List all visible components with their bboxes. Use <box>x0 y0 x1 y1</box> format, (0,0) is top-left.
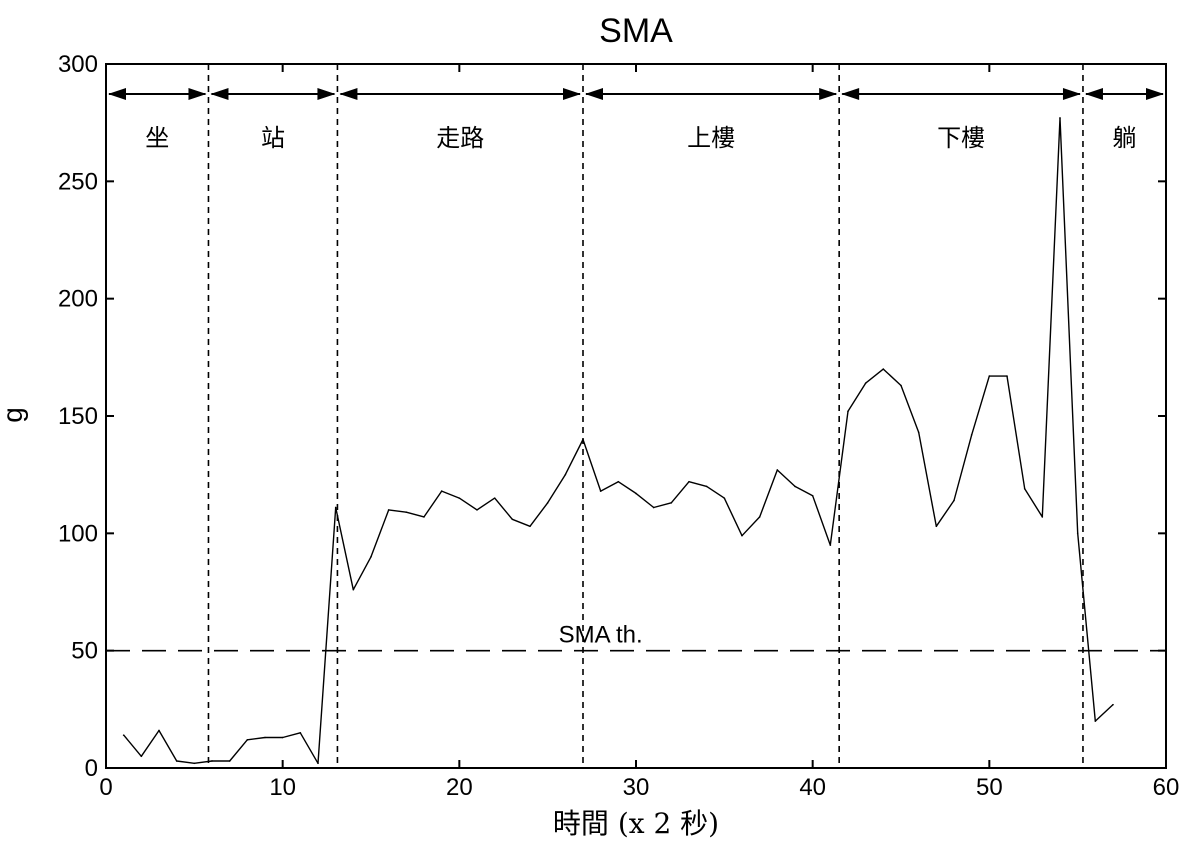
sma-data-point <box>917 431 920 434</box>
segment-arrow-head <box>188 88 207 100</box>
sma-data-point <box>935 525 938 528</box>
sma-data-point <box>476 509 478 511</box>
x-tick-label: 40 <box>799 774 826 801</box>
sma-data-point <box>829 544 832 546</box>
sma-data-point <box>440 490 443 492</box>
sma-data-point <box>564 473 567 476</box>
y-axis-label: g <box>0 407 28 423</box>
x-tick-label: 10 <box>269 774 296 801</box>
sma-data-point <box>405 511 408 514</box>
sma-data-point <box>1041 516 1044 518</box>
sma-data-point <box>864 382 867 384</box>
segment-arrow-head <box>317 88 336 100</box>
sma-data-point <box>228 760 231 762</box>
sma-data-point <box>970 433 973 436</box>
sma-data-point <box>352 588 355 591</box>
sma-data-point <box>1112 703 1114 706</box>
sma-data-point <box>988 375 991 377</box>
sma-data-point <box>1023 487 1026 490</box>
sma-data-point <box>1059 117 1061 119</box>
sma-data-point <box>652 506 655 509</box>
sma-data-point <box>635 492 637 495</box>
sma-data-point <box>758 516 761 518</box>
threshold-label: SMA th. <box>559 622 643 649</box>
x-axis-label: 時間 (x 2 秒) <box>553 807 719 840</box>
sma-data-point <box>458 497 461 499</box>
x-tick-label: 0 <box>99 774 112 801</box>
segment-arrow-head <box>563 88 581 100</box>
x-tick-label: 60 <box>1153 774 1180 801</box>
axes-frame <box>105 63 1167 769</box>
sma-data-point <box>670 502 673 504</box>
sma-data-point <box>794 485 796 488</box>
sma-data-point <box>599 490 602 492</box>
segment-label: 站 <box>261 124 285 152</box>
sma-data-point <box>688 480 690 483</box>
segment-arrow-head <box>1146 88 1164 100</box>
segment-arrow-head <box>210 88 229 100</box>
sma-data-point <box>370 556 372 558</box>
segment-arrow-head <box>819 88 838 100</box>
segment-label: 躺 <box>1112 124 1136 152</box>
sma-data-point <box>211 760 213 762</box>
sma-data-point <box>582 438 584 441</box>
y-tick-label: 100 <box>58 520 98 547</box>
segment-arrow-head <box>585 88 603 100</box>
sma-data-point <box>334 506 337 509</box>
y-tick-label: 0 <box>85 755 98 782</box>
sma-data-point <box>847 410 849 413</box>
sma-data-point <box>423 516 425 518</box>
y-tick-label: 50 <box>71 638 98 665</box>
sma-data-point <box>529 525 531 528</box>
y-tick-label: 300 <box>58 51 98 78</box>
sma-series-line <box>123 117 1114 764</box>
sma-data-point <box>493 497 496 499</box>
segment-label: 上樓 <box>687 124 735 152</box>
sma-data-point <box>776 469 779 471</box>
segment-arrow-head <box>339 88 358 100</box>
sma-data-point <box>246 739 249 741</box>
sma-data-point <box>193 762 196 765</box>
chart-title: SMA <box>599 12 673 50</box>
x-tick-label: 50 <box>976 774 1003 801</box>
segment-label: 走路 <box>436 124 484 152</box>
sma-data-point <box>317 762 319 765</box>
x-tick-label: 20 <box>446 774 473 801</box>
sma-data-point <box>953 499 955 502</box>
y-tick-label: 250 <box>58 168 98 195</box>
segment-arrow-head <box>1084 88 1103 100</box>
x-tick-label: 30 <box>623 774 650 801</box>
sma-data-point <box>1076 532 1079 535</box>
sma-data-point <box>281 736 284 739</box>
sma-data-point <box>1094 720 1097 722</box>
sma-data-point <box>264 736 266 739</box>
sma-data-point <box>387 509 390 511</box>
segment-label: 坐 <box>145 124 169 152</box>
segment-arrow-head <box>108 88 126 100</box>
sma-data-point <box>723 497 726 499</box>
sma-data-point <box>741 534 743 537</box>
sma-data-point <box>546 502 549 504</box>
sma-data-point <box>175 760 178 762</box>
y-tick-label: 150 <box>58 403 98 430</box>
sma-data-point <box>299 732 302 734</box>
segment-label: 下樓 <box>937 124 985 152</box>
segment-arrow-head <box>841 88 860 100</box>
sma-data-point <box>122 734 125 736</box>
y-tick-label: 200 <box>58 286 98 313</box>
sma-data-point <box>705 485 708 488</box>
sma-data-point <box>882 368 885 370</box>
segment-arrow-head <box>1062 88 1081 100</box>
sma-data-point <box>900 384 902 387</box>
sma-data-point <box>140 755 143 758</box>
sma-data-point <box>1006 375 1008 377</box>
plot-area: 0 10 20 30 40 50 60 0 50 100 150 200 250 300 SMA th. 坐 站… <box>58 51 1179 801</box>
sma-data-point <box>811 494 814 497</box>
sma-data-point <box>617 480 620 483</box>
sma-data-point <box>158 729 160 732</box>
sma-data-point <box>511 518 514 521</box>
